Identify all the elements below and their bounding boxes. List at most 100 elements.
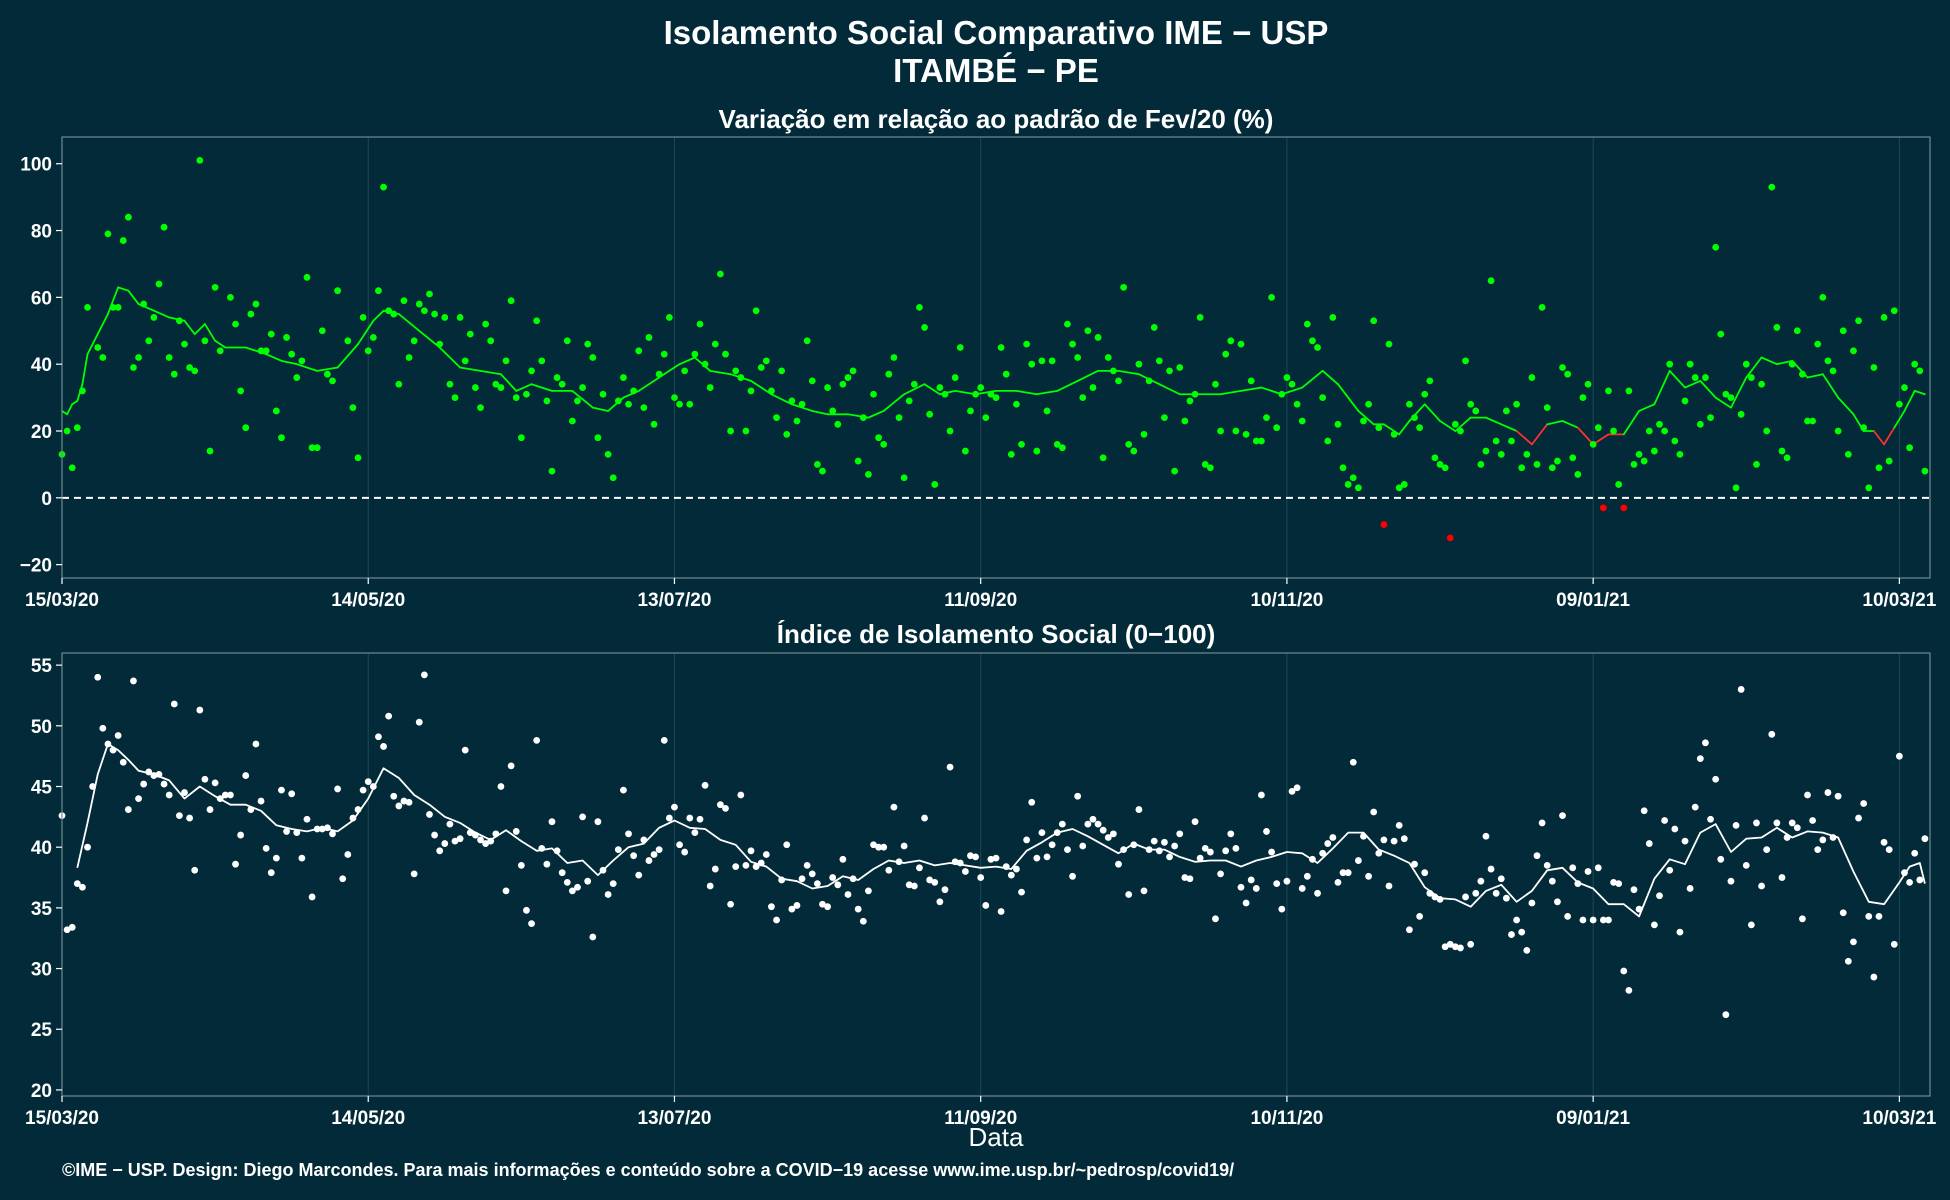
data-point xyxy=(1120,846,1127,854)
data-point xyxy=(1747,374,1755,381)
data-point xyxy=(1257,791,1265,799)
moving-average-segment xyxy=(1485,416,1503,426)
data-point xyxy=(170,700,178,708)
data-point xyxy=(221,791,229,799)
data-point xyxy=(1283,374,1291,381)
data-point xyxy=(1099,454,1107,462)
data-point xyxy=(1406,926,1413,934)
data-point xyxy=(1722,390,1730,398)
data-point xyxy=(921,814,928,822)
data-point xyxy=(1844,957,1852,965)
data-point xyxy=(609,880,617,888)
data-point xyxy=(778,367,786,375)
data-point xyxy=(150,314,158,321)
data-point xyxy=(1298,417,1306,425)
data-point xyxy=(323,370,331,378)
moving-average-segment xyxy=(1357,410,1375,426)
data-point xyxy=(1002,863,1010,871)
data-point xyxy=(507,297,515,305)
data-point xyxy=(1702,739,1709,747)
data-point xyxy=(660,350,668,358)
data-point xyxy=(558,380,566,388)
data-point xyxy=(762,851,770,858)
data-point xyxy=(1518,928,1526,936)
data-point xyxy=(890,354,898,361)
data-point xyxy=(691,350,699,358)
x-axis-title: Data xyxy=(969,1122,1024,1152)
data-point xyxy=(589,354,597,361)
panel-border xyxy=(61,652,1931,1097)
data-point xyxy=(854,457,862,465)
data-point xyxy=(528,367,535,375)
data-point xyxy=(1441,464,1449,472)
data-point xyxy=(1104,834,1112,841)
data-point xyxy=(778,876,786,884)
data-point xyxy=(145,768,153,776)
data-point xyxy=(1365,872,1372,880)
moving-average-segment xyxy=(530,383,553,392)
data-point xyxy=(196,156,204,164)
data-point xyxy=(1528,899,1536,907)
data-point xyxy=(1094,334,1102,341)
data-point xyxy=(701,781,709,789)
data-point xyxy=(466,829,474,837)
moving-average-segment xyxy=(1035,390,1059,396)
data-point xyxy=(431,831,438,839)
data-point xyxy=(1212,915,1219,923)
data-point xyxy=(1278,390,1286,398)
moving-average-segment xyxy=(750,379,773,396)
y-tick-label: 40 xyxy=(31,355,52,376)
data-point xyxy=(1293,784,1301,792)
data-point xyxy=(650,851,658,858)
data-point xyxy=(1232,427,1240,435)
data-point xyxy=(1293,400,1301,408)
data-point xyxy=(1860,800,1868,807)
data-point xyxy=(68,464,76,472)
data-point xyxy=(1227,830,1235,838)
data-point xyxy=(1799,370,1806,378)
data-point xyxy=(329,377,336,385)
data-point xyxy=(640,404,648,412)
data-point xyxy=(497,783,505,790)
data-point xyxy=(165,791,173,799)
data-point xyxy=(1242,430,1250,438)
data-point xyxy=(130,677,137,685)
data-point xyxy=(1855,317,1862,325)
data-point xyxy=(579,384,586,391)
data-point xyxy=(665,814,673,822)
data-point xyxy=(1013,865,1020,873)
data-point xyxy=(1334,420,1342,428)
data-point xyxy=(1457,427,1464,435)
data-point xyxy=(1288,380,1296,388)
moving-average-segment xyxy=(1760,356,1778,366)
data-point xyxy=(1610,878,1617,886)
data-point xyxy=(1074,354,1082,361)
moving-average-segment xyxy=(193,323,206,336)
moving-average-segment xyxy=(811,410,829,416)
data-point xyxy=(665,314,673,321)
moving-average-segment xyxy=(637,376,661,392)
data-point xyxy=(1543,861,1551,869)
moving-average-segment xyxy=(1913,390,1926,396)
data-point xyxy=(1344,481,1352,488)
data-point xyxy=(1349,758,1357,766)
data-point xyxy=(972,853,979,861)
data-point xyxy=(1186,875,1194,883)
data-point xyxy=(1329,314,1337,321)
data-point xyxy=(99,354,107,361)
data-point xyxy=(1579,394,1587,401)
data-point xyxy=(175,317,183,325)
data-point xyxy=(1467,940,1475,948)
y-tick-label: 100 xyxy=(20,155,52,176)
data-point xyxy=(533,317,541,325)
data-point xyxy=(502,887,510,895)
data-point xyxy=(1181,417,1189,425)
data-point xyxy=(507,762,515,770)
data-point xyxy=(114,732,122,739)
data-point xyxy=(1487,865,1495,873)
data-point xyxy=(502,357,510,365)
data-point xyxy=(910,380,918,388)
data-point xyxy=(232,320,239,328)
data-point xyxy=(941,886,949,894)
